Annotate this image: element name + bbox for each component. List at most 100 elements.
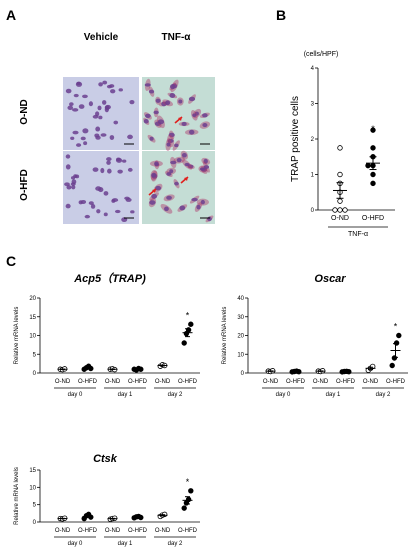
data-point-open: [337, 171, 343, 178]
cell-nucleus: [129, 100, 135, 105]
chart-title: Ctsk: [93, 453, 118, 465]
cell-nucleus: [181, 152, 187, 158]
cell-nucleus: [179, 205, 186, 211]
y-tick-label: 20: [237, 334, 244, 340]
cell-nucleus: [199, 167, 206, 171]
cell-nucleus: [203, 158, 208, 164]
y-tick-label: 0: [33, 520, 37, 526]
cell-nucleus: [157, 119, 165, 125]
cell-nucleus: [118, 88, 123, 92]
y-tick-label: 1: [311, 173, 315, 179]
cell-nucleus: [107, 168, 112, 174]
cell-nucleus: [113, 120, 119, 125]
x-category-label: O-HFD: [128, 379, 148, 385]
cell-nucleus: [192, 113, 197, 118]
group-label: day 1: [118, 392, 133, 398]
micrograph-vehicle-ohfd: [63, 151, 139, 224]
data-point-filled: [389, 362, 395, 369]
y-tick-label: 0: [241, 371, 245, 377]
cell-nucleus: [80, 199, 87, 204]
x-category-label: O-ND: [363, 379, 379, 385]
y-axis-title: TRAP positive cells: [290, 96, 301, 182]
cell-nucleus: [191, 197, 198, 202]
significance-star: *: [371, 124, 375, 134]
panel-letter-b: B: [276, 7, 286, 23]
cell-nucleus: [106, 160, 111, 165]
cell-nucleus: [188, 96, 196, 102]
micrograph-background: [63, 77, 139, 150]
group-label: day 1: [118, 541, 133, 547]
cell-nucleus: [103, 191, 109, 196]
group-label: day 0: [68, 541, 83, 547]
y-tick-label: 10: [237, 352, 244, 358]
group-label: day 0: [276, 392, 291, 398]
cell-nucleus: [151, 193, 157, 199]
data-point-filled: [185, 496, 192, 503]
x-category-label: O-HFD: [178, 379, 198, 385]
y-tick-label: 15: [29, 468, 36, 474]
cell-nucleus: [92, 114, 99, 119]
cell-nucleus: [106, 84, 112, 89]
x-category-label: O-HFD: [128, 528, 148, 534]
micrograph-vehicle-ond: [63, 77, 139, 150]
chart-title: Oscar: [314, 273, 346, 285]
y-tick-label: 0: [33, 371, 37, 377]
data-point-filled: [393, 340, 400, 346]
data-point-filled: [370, 171, 376, 178]
cell-nucleus: [65, 88, 72, 94]
micrograph-tnf-ond: [142, 77, 215, 151]
red-arrow-head: [184, 177, 188, 181]
cell-nucleus: [102, 80, 108, 85]
cell-nucleus: [103, 212, 108, 217]
data-point-open: [342, 207, 348, 213]
cell-nucleus: [144, 83, 151, 87]
x-category-label: O-ND: [55, 528, 71, 534]
cell-nucleus: [111, 198, 119, 202]
data-point-open: [337, 145, 343, 151]
cell-nucleus: [130, 210, 135, 214]
y-axis-title: Relative mRNA levels: [222, 307, 228, 365]
cell-nucleus: [127, 167, 133, 172]
cell-nucleus: [170, 84, 176, 90]
cell-nucleus: [181, 121, 187, 127]
cell-nucleus: [83, 141, 88, 146]
cell-nucleus: [92, 167, 99, 172]
cell-nucleus: [96, 209, 101, 214]
y-tick-label: 0: [311, 208, 315, 214]
col-label-vehicle: Vehicle: [84, 32, 119, 43]
cell-nucleus: [203, 165, 210, 169]
cell-nucleus: [174, 181, 179, 186]
x-category-label: O-HFD: [386, 379, 406, 385]
y-axis-title: Relative mRNA levels: [14, 467, 20, 525]
cell-nucleus: [104, 107, 109, 113]
data-point-filled: [181, 340, 187, 346]
x-category-label: O-ND: [105, 528, 121, 534]
group-label: day 0: [68, 392, 83, 398]
cell-nucleus: [88, 101, 94, 107]
x-category-label: O-ND: [313, 379, 329, 385]
y-tick-label: 5: [33, 503, 37, 509]
group-label: day 2: [168, 541, 183, 547]
cell-nucleus: [95, 135, 101, 140]
cell-nucleus: [166, 142, 171, 147]
cell-nucleus: [155, 185, 162, 191]
cell-nucleus: [149, 200, 156, 205]
cell-nucleus: [167, 138, 174, 143]
cell-nucleus: [98, 82, 103, 87]
micrograph-background: [142, 151, 215, 224]
cell-nucleus: [202, 122, 208, 128]
cell-nucleus: [122, 159, 127, 163]
cell-nucleus: [184, 162, 190, 167]
cell-nucleus: [155, 98, 161, 103]
row-label-ond: O-ND: [19, 99, 30, 125]
x-category-label: O-HFD: [78, 379, 98, 385]
cell-nucleus: [164, 206, 169, 212]
cell-nucleus: [202, 113, 208, 118]
cell-nucleus: [187, 164, 194, 169]
panel-letter-c: C: [6, 253, 16, 269]
panel-a: Vehicle TNF-α O-ND O-HFD: [19, 32, 215, 224]
cell-nucleus: [80, 136, 86, 141]
data-point-filled: [370, 127, 376, 133]
y-tick-label: 5: [33, 352, 37, 358]
